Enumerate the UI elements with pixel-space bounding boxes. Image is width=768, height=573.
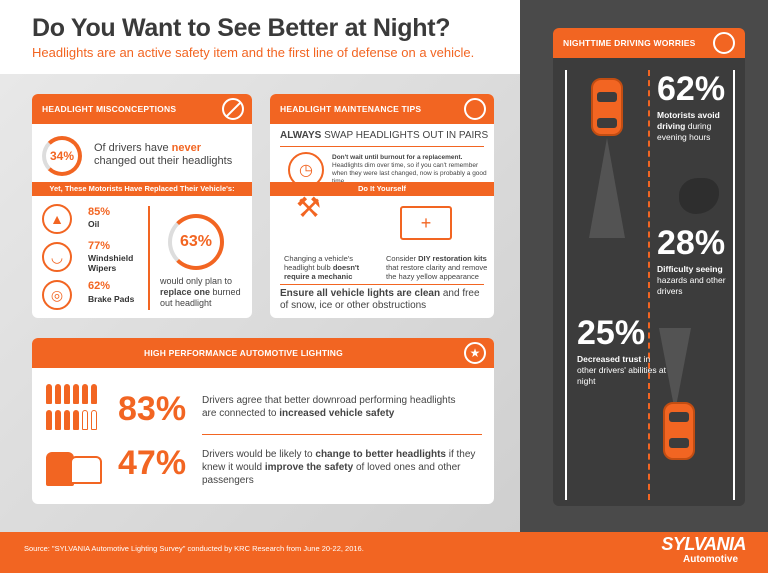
road-edge-right [733,70,735,500]
road-center-line [648,70,650,500]
star-icon: ★ [464,342,486,364]
tools-icon: ⚒ [296,192,322,223]
source-text: Source: "SYLVANIA Automotive Lighting Su… [24,544,364,553]
oil-can-icon: ▲ [42,204,72,234]
never-changed-text: Of drivers have never changed out their … [94,142,233,167]
row2-text: Drivers would be likely to change to bet… [202,449,476,486]
maintenance-header: HEADLIGHT MAINTENANCE TIPS [270,94,494,124]
row1-text: Drivers agree that better downroad perfo… [202,395,456,419]
pct-34-ring: 34% [42,136,82,176]
sylvania-logo: SYLVANIA [661,534,746,554]
ensure-text: Ensure all vehicle lights are clean and … [280,288,480,311]
pothole-icon [679,178,719,214]
road-edge-left [565,70,567,500]
replace-one-text: would only plan to replace one burned ou… [160,276,241,308]
footer: Source: "SYLVANIA Automotive Lighting Su… [0,532,768,573]
dont-wait-text: Don't wait until burnout for a replaceme… [332,154,487,185]
moon-icon [713,32,735,54]
car-front-icon [46,448,104,488]
brake-pct: 62% [88,280,111,292]
nighttime-card: NIGHTTIME DRIVING WORRIES 62% Motorists … [553,28,745,506]
pct-34-value: 34% [49,149,75,163]
oil-label: Oil [88,219,100,229]
page-title: Do You Want to See Better at Night? [32,14,451,42]
pct-83: 83% [118,390,187,428]
brand-subtitle: Automotive [683,554,738,565]
headlight-beam [659,328,691,412]
car-top-icon [591,78,623,136]
pct-47: 47% [118,444,187,482]
replaced-bar: Yet, These Motorists Have Replaced Their… [32,182,252,196]
headlight-beam [589,138,625,238]
maintenance-title: HEADLIGHT MAINTENANCE TIPS [280,104,422,114]
wiper-label: Windshield Wipers [88,253,134,273]
divider [280,284,484,285]
always-swap-text: ALWAYS SWAP HEADLIGHTS OUT IN PAIRS [280,130,489,141]
nighttime-header: NIGHTTIME DRIVING WORRIES [553,28,745,58]
wiper-pct: 77% [88,240,111,252]
people-icon [46,384,106,444]
nighttime-title: NIGHTTIME DRIVING WORRIES [563,38,696,48]
diy-bar: Do It Yourself [270,182,494,196]
wiper-icon: ◡ [42,242,72,272]
wrench-icon [464,98,486,120]
pct-63-value: 63% [179,233,213,250]
page-subtitle: Headlights are an active safety item and… [32,45,475,60]
brake-icon: ◎ [42,280,72,310]
diy-left-text: Changing a vehicle's headlight bulb does… [284,254,360,281]
divider [148,206,150,310]
divider [202,434,482,435]
car-top-icon [663,402,695,460]
misconceptions-title: HEADLIGHT MISCONCEPTIONS [42,104,177,114]
stat-25-pct: 25% [577,314,646,352]
prohibited-icon [222,98,244,120]
divider [280,146,484,147]
pct-63-ring: 63% [168,214,224,270]
kit-icon: + [400,206,452,240]
maintenance-card: HEADLIGHT MAINTENANCE TIPS ALWAYS SWAP H… [270,94,494,318]
brake-label: Brake Pads [88,294,135,304]
stat-25-text: Decreased trust in other drivers' abilit… [577,354,667,386]
performance-title: HIGH PERFORMANCE AUTOMOTIVE LIGHTING [144,348,343,358]
misconceptions-card: HEADLIGHT MISCONCEPTIONS 34% Of drivers … [32,94,252,318]
stat-28-pct: 28% [657,224,726,262]
stat-62-text: Motorists avoid driving during evening h… [657,110,720,142]
diy-right-text: Consider DIY restoration kits that resto… [386,254,488,281]
performance-header: HIGH PERFORMANCE AUTOMOTIVE LIGHTING ★ [32,338,494,368]
oil-pct: 85% [88,206,111,218]
misconceptions-header: HEADLIGHT MISCONCEPTIONS [32,94,252,124]
stat-62-pct: 62% [657,70,726,108]
stat-28-text: Difficulty seeing hazards and other driv… [657,264,726,296]
performance-card: HIGH PERFORMANCE AUTOMOTIVE LIGHTING ★ 8… [32,338,494,504]
